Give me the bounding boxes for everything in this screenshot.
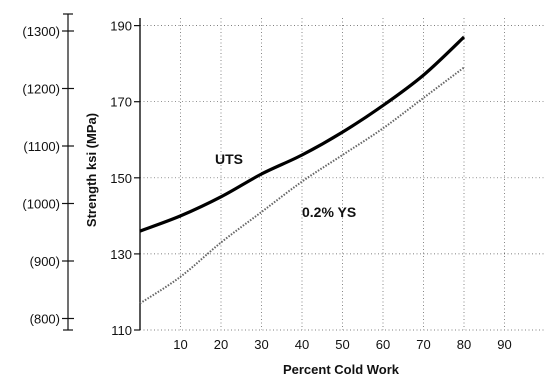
y-tick-label-mpa: (800)	[30, 312, 60, 327]
y-axis-title: Strength ksi (MPa)	[84, 113, 99, 227]
series-label-uts: UTS	[215, 151, 243, 167]
axes	[62, 13, 141, 331]
x-tick-label: 40	[295, 337, 309, 352]
x-tick-label: 70	[416, 337, 430, 352]
x-tick-label: 90	[497, 337, 511, 352]
y-tick-label-ksi: 170	[110, 95, 132, 110]
x-tick-label: 50	[335, 337, 349, 352]
series-label-ys: 0.2% YS	[302, 204, 356, 220]
series-line-uts	[139, 35, 466, 233]
y-tick-label-ksi: 130	[110, 247, 132, 262]
grid	[140, 18, 545, 331]
x-tick-label: 30	[254, 337, 268, 352]
y-tick-label-mpa: (1000)	[22, 197, 60, 212]
x-tick-label: 80	[457, 337, 471, 352]
labels: 110 130 150 170 190 (800) (900) (1000) (1100) (12…	[22, 19, 511, 377]
x-axis-title: Percent Cold Work	[283, 362, 400, 377]
x-tick-label: 20	[214, 337, 228, 352]
y-tick-label-ksi: 150	[110, 171, 132, 186]
series	[139, 35, 466, 305]
y-tick-label-mpa: (1200)	[22, 82, 60, 97]
y-tick-label-ksi: 190	[110, 19, 132, 34]
x-tick-label: 10	[173, 337, 187, 352]
series-line-ys	[139, 66, 465, 305]
y-tick-label-mpa: (900)	[30, 254, 60, 269]
y-tick-label-ksi: 110	[111, 323, 132, 338]
y-tick-label-mpa: (1100)	[23, 139, 60, 154]
y-tick-label-mpa: (1300)	[22, 24, 60, 39]
x-tick-label: 60	[376, 337, 390, 352]
